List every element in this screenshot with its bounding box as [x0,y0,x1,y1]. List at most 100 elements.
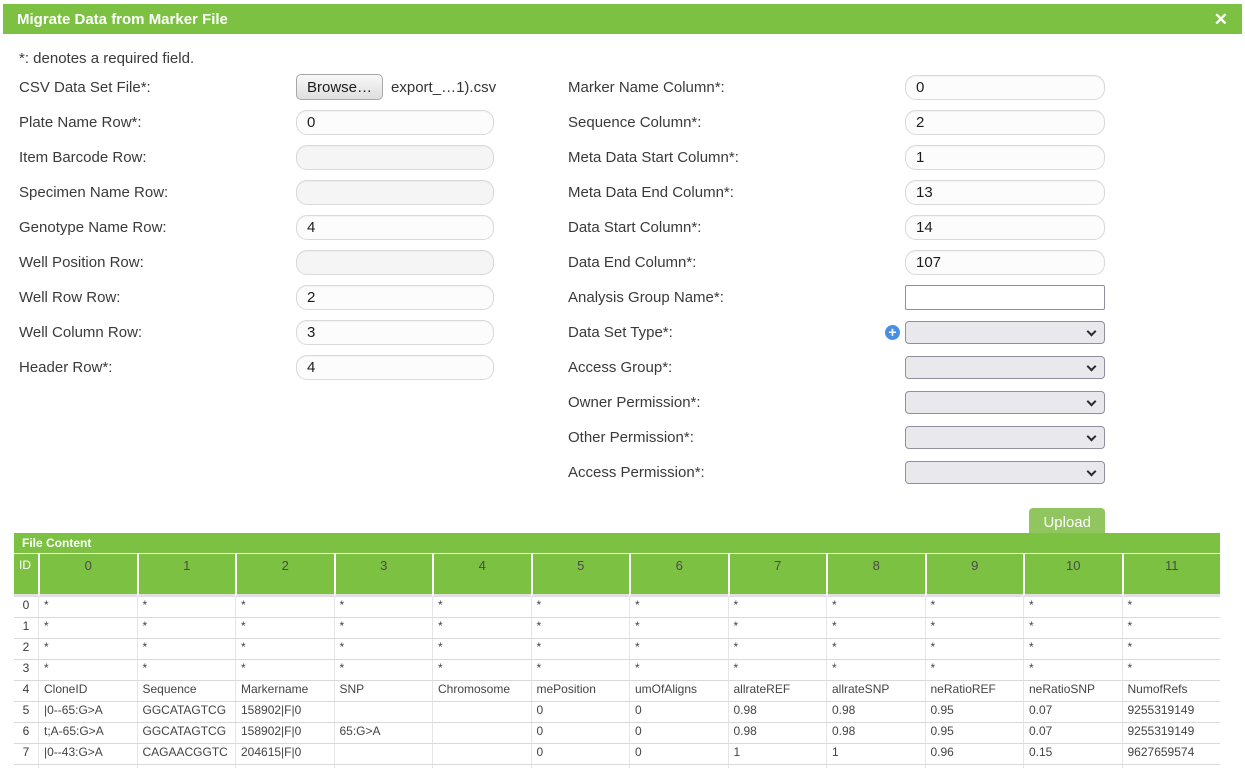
plate-name-row-input[interactable] [296,109,494,135]
field-label-analysis-group-name: Analysis Group Name*: [568,288,724,306]
form-row-marker-name-column: Marker Name Column*: [568,74,1108,100]
field-label-well-position-row: Well Position Row: [19,253,144,271]
owner-permission-select[interactable] [905,390,1105,414]
analysis-group-name-input[interactable] [905,284,1105,310]
table-row: 1 * * * * * * * * * * * * [14,618,1220,639]
table-cell: 0.98 [826,702,925,723]
data-set-type-select[interactable] [905,320,1105,344]
table-cell: * [136,618,235,639]
table-cell: |0--43:G>A [38,744,137,765]
table-cell: * [826,660,925,681]
close-icon[interactable]: ✕ [1213,9,1228,29]
table-row-sliver [14,765,1220,768]
form-row-access-permission: Access Permission*: [568,460,1108,484]
table-cell: * [432,597,531,618]
table-cell [432,744,531,765]
table-header-col-0: 0 [38,554,137,597]
genotype-name-row-input[interactable] [296,214,494,240]
add-data-set-type-icon[interactable]: + [885,324,900,340]
field-label-marker-name-column: Marker Name Column*: [568,78,725,96]
table-cell: 0.95 [924,702,1023,723]
marker-name-column-input[interactable] [905,74,1105,100]
table-cell: 0.98 [727,723,826,744]
table-cell: * [1121,618,1220,639]
data-end-column-input[interactable] [905,249,1105,275]
form-row-plate-name-row: Plate Name Row*: [19,109,514,135]
well-row-row-input[interactable] [296,284,494,310]
table-header-id: ID [14,554,38,597]
table-cell: 0 [530,723,629,744]
specimen-name-row-input[interactable] [296,179,494,205]
header-row-input[interactable] [296,354,494,380]
table-cell [432,723,531,744]
table-cell: * [38,660,137,681]
meta-data-start-column-input[interactable] [905,144,1105,170]
dialog-body: *: denotes a required field. CSV Data Se… [3,34,1242,537]
chevron-down-icon [1086,431,1097,441]
table-cell: CloneID [38,681,137,702]
chevron-down-icon [1086,396,1097,406]
table-cell: CAGAACGGTC [136,744,235,765]
browse-button[interactable]: Browse… [296,74,384,100]
well-position-row-input[interactable] [296,249,494,275]
table-cell: |0--65:G>A [38,702,137,723]
table-cell: * [530,639,629,660]
table-cell: * [38,618,137,639]
table-cell: * [1121,660,1220,681]
access-permission-select[interactable] [905,460,1105,484]
table-cell: * [1023,660,1122,681]
table-cell: * [1023,597,1122,618]
table-row: 0 * * * * * * * * * * * * [14,597,1220,618]
row-id-cell: 3 [14,660,38,681]
table-cell: 0.96 [924,744,1023,765]
table-cell: * [924,618,1023,639]
form-row-data-end-column: Data End Column*: [568,249,1108,275]
sliver-cell [136,765,235,768]
table-cell: * [629,660,728,681]
table-cell: 158902|F|0 [235,723,334,744]
table-cell [432,702,531,723]
table-header-col-11: 11 [1121,554,1220,597]
chevron-down-icon [1086,326,1097,336]
field-label-csv-data-set-file: CSV Data Set File*: [19,78,151,96]
field-label-data-end-column: Data End Column*: [568,253,697,271]
table-cell: * [333,660,432,681]
table-cell: 0.98 [727,702,826,723]
item-barcode-row-input[interactable] [296,144,494,170]
meta-data-end-column-input[interactable] [905,179,1105,205]
form-row-owner-permission: Owner Permission*: [568,390,1108,414]
table-cell: 9627659574 [1121,744,1220,765]
table-cell: 1 [727,744,826,765]
sliver-cell [1023,765,1122,768]
table-header-col-2: 2 [235,554,334,597]
sequence-column-input[interactable] [905,109,1105,135]
table-cell: * [924,660,1023,681]
table-cell: Sequence [136,681,235,702]
access-group-select[interactable] [905,355,1105,379]
table-header-col-6: 6 [629,554,728,597]
table-cell: 0 [629,702,728,723]
table-cell: * [530,597,629,618]
table-cell: 0.95 [924,723,1023,744]
field-label-sequence-column: Sequence Column*: [568,113,702,131]
well-column-row-input[interactable] [296,319,494,345]
upload-row: Upload [568,508,1105,537]
table-header-col-5: 5 [530,554,629,597]
upload-button[interactable]: Upload [1029,508,1105,537]
table-cell: * [432,639,531,660]
form-row-well-row-row: Well Row Row: [19,284,514,310]
data-start-column-input[interactable] [905,214,1105,240]
field-label-well-row-row: Well Row Row: [19,288,121,306]
table-cell: * [530,618,629,639]
migrate-form: CSV Data Set File*: Browse… export_…1).csv… [16,74,1242,537]
other-permission-select[interactable] [905,425,1105,449]
table-cell: 0 [530,702,629,723]
field-label-specimen-name-row: Specimen Name Row: [19,183,169,201]
sliver-cell [924,765,1023,768]
chevron-down-icon [1086,466,1097,476]
table-cell: * [136,660,235,681]
table-cell: 204615|F|0 [235,744,334,765]
form-row-analysis-group-name: Analysis Group Name*: [568,284,1108,310]
sliver-cell [333,765,432,768]
field-label-meta-data-end-column: Meta Data End Column*: [568,183,734,201]
